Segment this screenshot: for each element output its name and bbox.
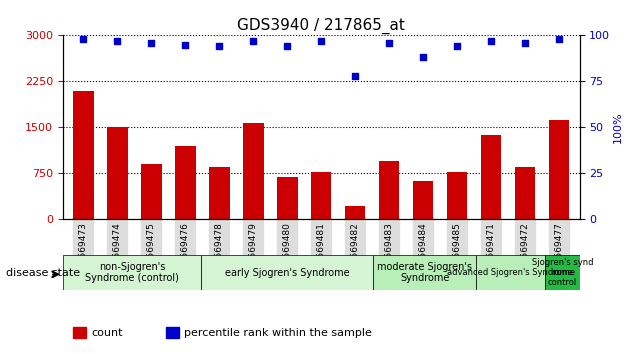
FancyBboxPatch shape [373, 255, 476, 290]
Text: non-Sjogren's
Syndrome (control): non-Sjogren's Syndrome (control) [85, 262, 179, 284]
Point [282, 44, 292, 49]
Bar [107, 127, 127, 219]
Point [146, 40, 156, 46]
Bar [209, 167, 229, 219]
Bar [481, 135, 501, 219]
Bar [175, 146, 195, 219]
Title: GDS3940 / 217865_at: GDS3940 / 217865_at [238, 18, 405, 34]
Bar [549, 120, 570, 219]
Text: advanced Sjogren's Syndrome: advanced Sjogren's Syndrome [447, 268, 575, 277]
Point [316, 38, 326, 44]
Y-axis label: 100%: 100% [613, 112, 623, 143]
Text: early Sjogren's Syndrome: early Sjogren's Syndrome [224, 268, 349, 278]
Bar [345, 206, 365, 219]
FancyBboxPatch shape [63, 255, 201, 290]
Point [418, 55, 428, 60]
Point [452, 44, 462, 49]
FancyBboxPatch shape [476, 255, 545, 290]
Text: Sjogren's synd
rome
control: Sjogren's synd rome control [532, 258, 593, 287]
Text: count: count [91, 328, 123, 338]
Bar [243, 122, 263, 219]
Point [520, 40, 530, 46]
Point [486, 38, 496, 44]
Text: percentile rank within the sample: percentile rank within the sample [185, 328, 372, 338]
Bar [447, 172, 467, 219]
Text: moderate Sjogren's
Syndrome: moderate Sjogren's Syndrome [377, 262, 472, 284]
Text: disease state: disease state [6, 268, 81, 278]
FancyBboxPatch shape [545, 255, 580, 290]
Bar [166, 327, 179, 338]
Bar [73, 91, 94, 219]
Bar [379, 161, 399, 219]
Bar [141, 164, 161, 219]
Bar [515, 167, 535, 219]
Bar [413, 182, 433, 219]
Bar [73, 327, 86, 338]
Point [112, 38, 122, 44]
Point [350, 73, 360, 79]
Point [554, 36, 564, 42]
Point [214, 44, 224, 49]
Point [78, 36, 88, 42]
FancyBboxPatch shape [201, 255, 373, 290]
Bar [277, 177, 297, 219]
Point [180, 42, 190, 47]
Point [384, 40, 394, 46]
Point [248, 38, 258, 44]
Bar [311, 172, 331, 219]
